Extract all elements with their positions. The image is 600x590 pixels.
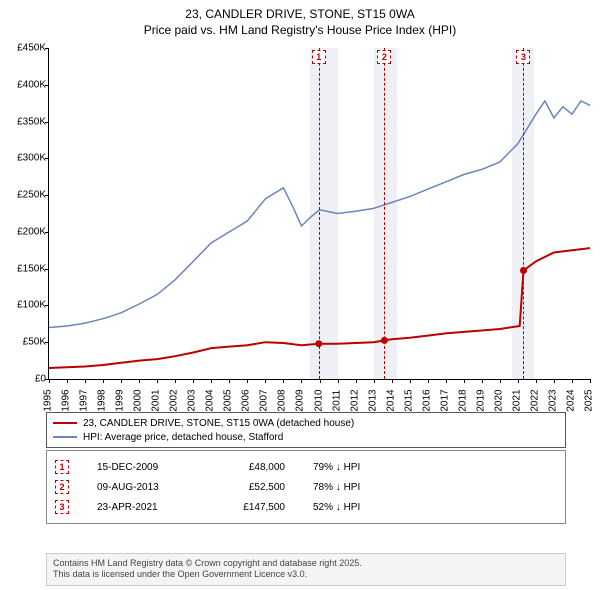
- y-tick-label: £250K: [17, 190, 46, 201]
- x-tick-label: 2001: [151, 389, 162, 411]
- x-tick-label: 1997: [79, 389, 90, 411]
- x-tick-label: 2010: [313, 389, 324, 411]
- y-tick-label: £350K: [17, 116, 46, 127]
- x-tick-label: 2006: [241, 389, 252, 411]
- x-tick-label: 1999: [115, 389, 126, 411]
- x-tick-label: 2002: [169, 389, 180, 411]
- x-tick-label: 1995: [43, 389, 54, 411]
- x-tick-label: 2012: [349, 389, 360, 411]
- x-tick-label: 2000: [133, 389, 144, 411]
- title-line2: Price paid vs. HM Land Registry's House …: [0, 22, 600, 38]
- x-tick-label: 2011: [331, 390, 342, 412]
- event-vline: [319, 48, 320, 379]
- y-tick-label: £200K: [17, 226, 46, 237]
- event-date: 09-AUG-2013: [97, 482, 187, 493]
- event-row: 2 09-AUG-2013 £52,500 78% ↓ HPI: [55, 477, 557, 497]
- legend-label: HPI: Average price, detached house, Staf…: [83, 432, 283, 443]
- footer-line1: Contains HM Land Registry data © Crown c…: [53, 558, 559, 570]
- legend: 23, CANDLER DRIVE, STONE, ST15 0WA (deta…: [46, 412, 566, 448]
- x-tick-label: 2019: [475, 389, 486, 411]
- x-tick-label: 2022: [529, 389, 540, 411]
- event-date: 15-DEC-2009: [97, 462, 187, 473]
- y-tick-label: £50K: [23, 337, 46, 348]
- event-badge: 1: [312, 50, 326, 64]
- x-tick-label: 2015: [403, 389, 414, 411]
- title-line1: 23, CANDLER DRIVE, STONE, ST15 0WA: [0, 6, 600, 22]
- legend-row: HPI: Average price, detached house, Staf…: [53, 430, 559, 444]
- x-tick-label: 2024: [565, 389, 576, 411]
- event-row-badge: 3: [55, 500, 69, 514]
- chart-container: 23, CANDLER DRIVE, STONE, ST15 0WA Price…: [0, 0, 600, 590]
- y-tick-label: £450K: [17, 43, 46, 54]
- x-axis: 1995199619971998199920002001200220032004…: [48, 380, 590, 408]
- y-tick-label: £300K: [17, 153, 46, 164]
- event-price: £147,500: [215, 502, 285, 513]
- event-diff: 52% ↓ HPI: [313, 502, 360, 513]
- x-tick-label: 2020: [493, 389, 504, 411]
- x-tick-label: 2009: [295, 389, 306, 411]
- event-diff: 79% ↓ HPI: [313, 462, 360, 473]
- event-row-badge: 2: [55, 480, 69, 494]
- event-row: 1 15-DEC-2009 £48,000 79% ↓ HPI: [55, 457, 557, 477]
- x-tick-label: 1996: [61, 389, 72, 411]
- event-vline: [384, 48, 385, 379]
- y-tick-label: £400K: [17, 79, 46, 90]
- event-price: £48,000: [215, 462, 285, 473]
- footer-attribution: Contains HM Land Registry data © Crown c…: [46, 553, 566, 586]
- x-tick-label: 2003: [187, 389, 198, 411]
- event-price: £52,500: [215, 482, 285, 493]
- event-badge: 3: [516, 50, 530, 64]
- legend-label: 23, CANDLER DRIVE, STONE, ST15 0WA (deta…: [83, 418, 354, 429]
- x-tick-label: 2021: [511, 389, 522, 411]
- footer-line2: This data is licensed under the Open Gov…: [53, 569, 559, 581]
- x-tick-label: 2005: [223, 389, 234, 411]
- x-tick-label: 1998: [97, 389, 108, 411]
- x-tick-label: 2023: [547, 389, 558, 411]
- x-tick-label: 2018: [457, 389, 468, 411]
- event-row-badge: 1: [55, 460, 69, 474]
- x-tick-label: 2013: [367, 389, 378, 411]
- x-tick-label: 2017: [439, 389, 450, 411]
- legend-row: 23, CANDLER DRIVE, STONE, ST15 0WA (deta…: [53, 416, 559, 430]
- plot-area: 1 2 3: [48, 48, 590, 380]
- event-badge: 2: [377, 50, 391, 64]
- event-diff: 78% ↓ HPI: [313, 482, 360, 493]
- x-tick-label: 2025: [584, 389, 595, 411]
- event-row: 3 23-APR-2021 £147,500 52% ↓ HPI: [55, 497, 557, 517]
- chart-area: £0£50K£100K£150K£200K£250K£300K£350K£400…: [6, 48, 594, 408]
- x-tick-label: 2007: [259, 389, 270, 411]
- event-vline: [523, 48, 524, 379]
- y-axis: £0£50K£100K£150K£200K£250K£300K£350K£400…: [6, 48, 46, 408]
- x-tick-label: 2014: [385, 389, 396, 411]
- legend-swatch: [53, 422, 77, 424]
- x-tick-label: 2016: [421, 389, 432, 411]
- x-tick-label: 2008: [277, 389, 288, 411]
- x-tick-label: 2004: [205, 389, 216, 411]
- y-tick-label: £100K: [17, 300, 46, 311]
- y-tick-label: £150K: [17, 263, 46, 274]
- events-table: 1 15-DEC-2009 £48,000 79% ↓ HPI 2 09-AUG-2013…: [46, 450, 566, 524]
- event-date: 23-APR-2021: [97, 502, 187, 513]
- legend-swatch: [53, 436, 77, 438]
- chart-title: 23, CANDLER DRIVE, STONE, ST15 0WA Price…: [0, 0, 600, 38]
